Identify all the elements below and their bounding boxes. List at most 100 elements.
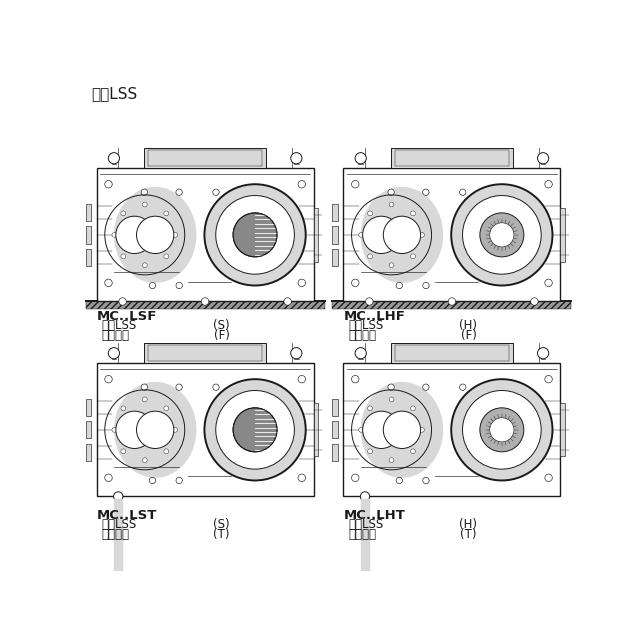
Text: (H): (H) xyxy=(458,319,477,332)
Circle shape xyxy=(422,189,429,196)
Circle shape xyxy=(222,243,228,249)
Circle shape xyxy=(490,418,514,442)
Bar xyxy=(333,444,338,461)
Circle shape xyxy=(383,216,420,254)
Circle shape xyxy=(282,416,288,422)
Ellipse shape xyxy=(114,187,196,283)
Text: 空心LSS: 空心LSS xyxy=(348,319,383,332)
Circle shape xyxy=(104,279,112,287)
Circle shape xyxy=(241,262,247,268)
Circle shape xyxy=(108,587,115,594)
Circle shape xyxy=(529,416,535,422)
Circle shape xyxy=(359,428,363,432)
Circle shape xyxy=(204,184,306,285)
Text: (S): (S) xyxy=(213,518,229,531)
Bar xyxy=(313,208,318,262)
Circle shape xyxy=(121,254,126,259)
Text: 底脚安装: 底脚安装 xyxy=(101,329,129,342)
Text: MC..LST: MC..LST xyxy=(97,510,157,522)
Bar xyxy=(344,168,560,301)
Circle shape xyxy=(359,233,363,237)
Circle shape xyxy=(383,411,420,449)
Circle shape xyxy=(354,587,362,594)
Circle shape xyxy=(173,428,178,432)
Bar xyxy=(354,582,376,595)
Circle shape xyxy=(469,416,475,422)
Bar xyxy=(344,363,560,496)
Text: (T): (T) xyxy=(213,528,229,540)
Circle shape xyxy=(263,457,269,463)
Circle shape xyxy=(358,156,363,160)
Circle shape xyxy=(497,189,503,196)
Circle shape xyxy=(164,449,169,454)
Circle shape xyxy=(121,406,126,411)
Bar xyxy=(395,345,509,361)
Circle shape xyxy=(389,263,394,268)
Circle shape xyxy=(355,153,366,164)
Bar xyxy=(333,421,338,438)
Circle shape xyxy=(388,189,394,196)
Bar xyxy=(148,345,262,361)
Circle shape xyxy=(488,262,494,268)
Circle shape xyxy=(121,211,126,216)
Circle shape xyxy=(233,213,277,257)
Bar xyxy=(148,150,262,166)
Circle shape xyxy=(222,416,228,422)
Circle shape xyxy=(531,298,538,305)
Circle shape xyxy=(282,243,288,249)
Circle shape xyxy=(298,474,306,481)
Circle shape xyxy=(216,196,294,274)
Circle shape xyxy=(142,202,147,207)
Ellipse shape xyxy=(361,187,443,283)
Circle shape xyxy=(541,156,545,160)
Circle shape xyxy=(396,282,403,288)
Circle shape xyxy=(451,184,553,285)
Text: 实心LSS: 实心LSS xyxy=(101,319,137,332)
Circle shape xyxy=(104,474,112,481)
Circle shape xyxy=(358,351,363,356)
Circle shape xyxy=(480,408,524,452)
Circle shape xyxy=(411,211,415,216)
Circle shape xyxy=(510,397,515,403)
Circle shape xyxy=(113,492,123,501)
Circle shape xyxy=(497,384,503,390)
Circle shape xyxy=(164,211,169,216)
Circle shape xyxy=(368,449,372,454)
Circle shape xyxy=(298,376,306,383)
Circle shape xyxy=(116,411,153,449)
Circle shape xyxy=(422,384,429,390)
Text: 底脚安装: 底脚安装 xyxy=(348,329,376,342)
Ellipse shape xyxy=(361,382,443,478)
Circle shape xyxy=(216,390,294,469)
Circle shape xyxy=(351,279,359,287)
Circle shape xyxy=(488,457,494,463)
Circle shape xyxy=(294,156,299,160)
Circle shape xyxy=(108,347,119,359)
Circle shape xyxy=(448,298,456,305)
Circle shape xyxy=(389,202,394,207)
Text: MC..LHF: MC..LHF xyxy=(344,310,405,323)
Circle shape xyxy=(510,457,515,463)
Circle shape xyxy=(298,181,306,188)
Circle shape xyxy=(164,254,169,259)
Circle shape xyxy=(541,351,545,356)
Circle shape xyxy=(460,189,466,196)
Circle shape xyxy=(360,492,370,501)
Circle shape xyxy=(411,254,415,259)
Circle shape xyxy=(263,397,269,403)
Circle shape xyxy=(545,474,553,481)
Circle shape xyxy=(389,458,394,463)
Circle shape xyxy=(176,478,182,484)
Circle shape xyxy=(460,384,466,390)
Text: (F): (F) xyxy=(214,329,229,342)
Bar xyxy=(333,301,571,309)
Circle shape xyxy=(137,216,174,254)
Circle shape xyxy=(463,390,541,469)
Circle shape xyxy=(369,587,376,594)
Circle shape xyxy=(411,449,415,454)
Circle shape xyxy=(389,397,394,402)
Circle shape xyxy=(222,221,228,227)
Circle shape xyxy=(241,457,247,463)
Circle shape xyxy=(149,478,156,484)
Bar xyxy=(391,148,513,168)
